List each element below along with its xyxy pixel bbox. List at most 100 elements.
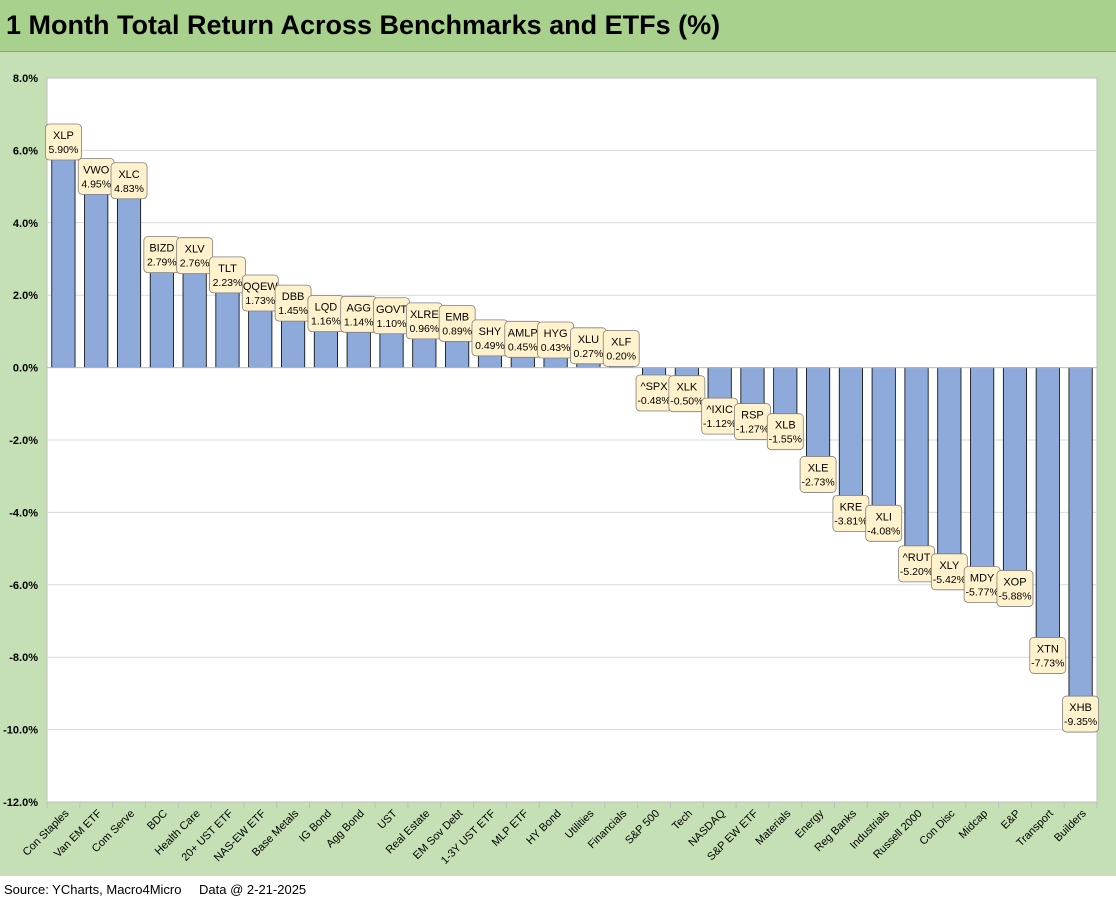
data-label-ticker: XOP <box>1003 576 1026 588</box>
data-label-ticker: XTN <box>1037 643 1059 655</box>
bar-XLI <box>871 367 896 516</box>
x-tick-label: Tech <box>670 808 695 833</box>
data-label-value: 1.14% <box>344 316 374 328</box>
data-label-value: 2.79% <box>147 257 177 269</box>
bar-XLV <box>182 267 207 369</box>
y-tick-label: 2.0% <box>13 290 38 302</box>
data-label-ticker: QQEW <box>243 281 278 293</box>
data-label-ticker: AGG <box>346 302 370 314</box>
data-label-XLRE: XLRE 0.96% <box>405 302 443 340</box>
data-label-ticker: LQD <box>315 302 338 314</box>
data-label-box <box>1062 695 1099 733</box>
data-date-note: Data @ 2-21-2025 <box>199 882 307 897</box>
data-label-ticker: XLC <box>118 169 139 181</box>
data-label-XLC: XLC 4.83% <box>110 162 148 200</box>
data-label-ticker: XLF <box>611 336 631 348</box>
data-label-value: 0.45% <box>508 341 538 353</box>
data-label-value: -5.42% <box>933 574 966 586</box>
data-label-ticker: XLP <box>53 130 74 142</box>
data-label-box <box>766 413 804 451</box>
data-label-value: -4.08% <box>867 525 900 537</box>
data-label-ticker: XLK <box>676 382 697 394</box>
x-tick-label: S&P 500 <box>623 808 662 847</box>
data-label-ticker: HYG <box>544 328 568 340</box>
data-label-SHY: SHY 0.49% <box>471 319 509 357</box>
bar-BIZD <box>149 266 174 369</box>
data-label-ticker: DBB <box>282 291 305 303</box>
data-label-ticker: TLT <box>218 263 237 275</box>
data-label-ticker: ^SPX <box>640 381 668 393</box>
data-label-ticker: XLV <box>185 244 206 256</box>
x-tick-label: HY Bond <box>524 808 563 847</box>
data-label-value: -5.20% <box>900 566 933 578</box>
data-label-value: -0.50% <box>670 396 703 408</box>
data-label-box <box>602 329 640 367</box>
data-label-^SPX: ^SPX -0.48% <box>635 374 673 412</box>
data-label-TLT: TLT 2.23% <box>209 256 246 294</box>
data-label-box <box>176 237 214 275</box>
data-label-BIZD: BIZD 2.79% <box>143 236 181 274</box>
data-label-value: -7.73% <box>1031 657 1064 669</box>
x-tick-label: Builders <box>1052 807 1089 844</box>
footer: Source: YCharts, Macro4Micro Data @ 2-21… <box>0 876 1116 906</box>
bar-XLC <box>116 192 142 368</box>
data-label-XLY: XLY -5.42% <box>930 553 968 591</box>
data-label-ticker: XHB <box>1069 702 1092 714</box>
data-label-ticker: GOVT <box>376 304 407 316</box>
data-label-value: -1.12% <box>703 418 736 430</box>
data-label-ticker: RSP <box>741 410 764 422</box>
data-label-XLB: XLB -1.55% <box>766 413 804 451</box>
data-label-value: 0.27% <box>574 348 604 360</box>
data-label-ticker: MDY <box>970 572 995 584</box>
data-label-ticker: BIZD <box>149 243 174 255</box>
data-label-ticker: ^IXIC <box>706 404 733 416</box>
data-label-value: 0.89% <box>442 325 472 337</box>
title-bar: 1 Month Total Return Across Benchmarks a… <box>0 0 1116 52</box>
y-tick-label: 4.0% <box>13 218 38 230</box>
data-label-ticker: VWO <box>83 164 110 176</box>
data-label-value: 2.23% <box>213 277 243 289</box>
bar-chart: -12.0% -10.0% -8.0% -6.0% -4.0% -2.0% 0.0% 2.0%… <box>3 73 1099 867</box>
data-label-box <box>45 123 82 161</box>
data-label-LQD: LQD 1.16% <box>307 295 345 333</box>
y-tick-label: -10.0% <box>3 725 38 737</box>
data-label-ticker: XLE <box>808 462 829 474</box>
bar-TLT <box>215 286 240 368</box>
data-label-ticker: XLI <box>875 511 892 523</box>
data-label-XLE: XLE -2.73% <box>799 456 837 493</box>
bar-XLY <box>937 367 962 565</box>
data-label-box <box>668 375 706 413</box>
data-label-value: -1.55% <box>769 434 802 446</box>
chart-area: -12.0% -10.0% -8.0% -6.0% -4.0% -2.0% 0.0% 2.0%… <box>0 52 1116 876</box>
data-label-value: 4.95% <box>81 178 111 190</box>
data-label-value: 4.83% <box>114 183 144 195</box>
bar-QQEW <box>248 304 273 368</box>
data-label-HYG: HYG 0.43% <box>537 321 574 359</box>
data-label-value: 5.90% <box>49 144 79 156</box>
data-label-ticker: KRE <box>840 502 863 514</box>
x-tick-label: BDC <box>145 808 170 833</box>
data-label-value: -9.35% <box>1064 716 1097 728</box>
data-label-box <box>110 162 148 200</box>
source-note: Source: YCharts, Macro4Micro <box>4 882 182 897</box>
data-label-VWO: VWO 4.95% <box>77 158 115 195</box>
x-tick-label: MLP ETF <box>490 807 531 848</box>
data-label-ticker: XLRE <box>410 309 439 321</box>
data-label-value: 1.73% <box>245 295 275 307</box>
y-tick-label: -8.0% <box>9 652 38 664</box>
data-label-value: 2.76% <box>180 258 210 270</box>
data-label-^IXIC: ^IXIC -1.12% <box>701 397 739 435</box>
data-label-box <box>1029 637 1067 674</box>
data-label-XLU: XLU 0.27% <box>570 327 607 365</box>
data-label-ticker: SHY <box>479 326 502 338</box>
data-label-XLP: XLP 5.90% <box>45 123 82 161</box>
data-label-value: 0.49% <box>475 340 505 352</box>
x-tick-label: UST <box>376 807 400 831</box>
data-label-value: -1.27% <box>736 424 769 436</box>
data-label-value: 1.10% <box>377 318 407 330</box>
data-label-XOP: XOP -5.88% <box>996 570 1034 607</box>
data-label-value: -5.88% <box>998 590 1031 602</box>
data-label-box <box>799 456 837 493</box>
bar-XTN <box>1035 367 1060 648</box>
data-label-value: -0.48% <box>637 395 670 407</box>
